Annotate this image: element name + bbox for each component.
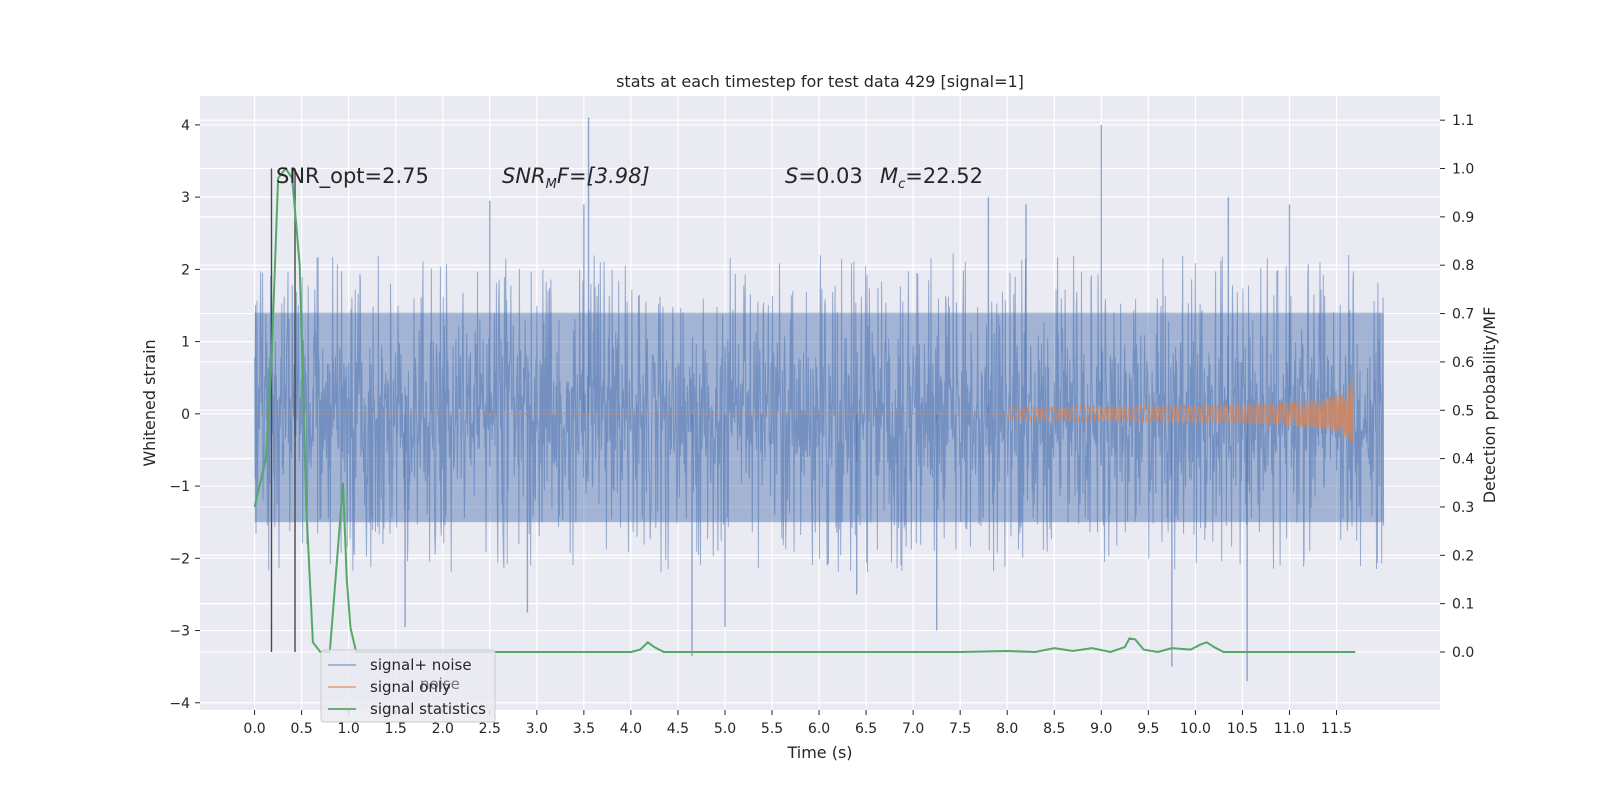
- x-tick-label: 1.5: [385, 721, 407, 737]
- chart-marks: [253, 117, 1385, 682]
- x-tick-label: 1.0: [338, 721, 360, 737]
- x-tick-label: 7.0: [902, 721, 924, 737]
- annotation-s-var: S: [785, 164, 798, 188]
- y-tick-label: −2: [169, 551, 190, 567]
- legend-label-signal-statistics: signal statistics: [370, 700, 486, 718]
- chart-title: stats at each timestep for test data 429…: [616, 72, 1024, 91]
- x-tick-label: 3.5: [573, 721, 595, 737]
- x-tick-label: 11.5: [1321, 721, 1352, 737]
- x-tick-label: 9.0: [1090, 721, 1112, 737]
- x-tick-label: 3.0: [526, 721, 548, 737]
- x-tick-label: 8.0: [996, 721, 1018, 737]
- x-tick-label: 6.5: [855, 721, 877, 737]
- y-tick-label: 3: [181, 190, 190, 206]
- x-tick-label: 5.0: [714, 721, 736, 737]
- x-tick-label: 10.5: [1227, 721, 1258, 737]
- signal-noise-trace: [254, 253, 1385, 573]
- y-tick-label: −4: [169, 696, 190, 712]
- signal-only-trace: [254, 374, 1356, 456]
- y2-tick-label: 0.8: [1452, 258, 1474, 274]
- y2-tick-label: 0.0: [1452, 645, 1474, 661]
- x-tick-label: 0.5: [290, 721, 312, 737]
- y-axis-label: Whitened strain: [140, 339, 159, 466]
- y2-tick-label: 0.7: [1452, 307, 1474, 323]
- y2-tick-label: 0.5: [1452, 403, 1474, 419]
- annotation-snr-mf-sub: M: [546, 177, 557, 192]
- x-tick-label: 4.5: [667, 721, 689, 737]
- signal-statistics-line: [253, 166, 1356, 654]
- annotation-mc: Mc=22.52: [880, 164, 983, 192]
- y-tick-label: 0: [181, 407, 190, 423]
- y2-tick-label: 0.6: [1452, 355, 1474, 371]
- y2-tick-label: 1.1: [1452, 113, 1474, 129]
- annotation-snr-mf: SNRMF=[3.98]: [502, 164, 650, 192]
- x-tick-label: 9.5: [1137, 721, 1159, 737]
- legend-label-signal-noise: signal+ noise: [370, 656, 472, 674]
- x-tick-label: 7.5: [949, 721, 971, 737]
- legend-box: [320, 649, 496, 723]
- x-tick-label: 4.0: [620, 721, 642, 737]
- y-tick-label: 2: [181, 262, 190, 278]
- y2-tick-label: 0.4: [1452, 452, 1474, 468]
- x-tick-label: 2.0: [432, 721, 454, 737]
- legend-label-signal-only: signal only: [370, 678, 451, 696]
- y2-tick-label: 0.9: [1452, 210, 1474, 226]
- annotation-mc-sub: c: [898, 177, 905, 192]
- y2-tick-label: 0.1: [1452, 597, 1474, 613]
- x-tick-label: 6.0: [808, 721, 830, 737]
- annotation-s: S=0.03: [785, 164, 863, 188]
- y2-axis-label: Detection probability/MF: [1480, 307, 1499, 504]
- y-tick-label: 1: [181, 335, 190, 351]
- legend: noise signal+ noise signal only signal s…: [320, 649, 496, 723]
- annotation-s-value: =0.03: [798, 164, 862, 188]
- annotation-mc-var: M: [880, 164, 898, 188]
- y2-tick-label: 1.0: [1452, 162, 1474, 178]
- annotation-snr-opt: SNR_opt=2.75: [276, 164, 429, 189]
- annotation-snr-mf-main: SNR: [502, 164, 546, 188]
- y2-tick-label: 0.2: [1452, 548, 1474, 564]
- x-tick-label: 10.0: [1180, 721, 1211, 737]
- y2-tick-label: 0.3: [1452, 500, 1474, 516]
- axes: 0.0 0.5 1.0 1.5 2.0 2.5 3.0 3.5 4.0 4.5 5.0 5.5 6.0 6…: [169, 113, 1474, 737]
- x-tick-label: 2.5: [479, 721, 501, 737]
- x-tick-label: 11.0: [1274, 721, 1305, 737]
- x-tick-label: 5.5: [761, 721, 783, 737]
- signal-noise-core-band: [254, 312, 1384, 523]
- y-tick-label: 4: [181, 118, 190, 134]
- y-tick-label: −1: [169, 479, 190, 495]
- annotation-snr-mf-rest: F=[3.98]: [557, 164, 650, 188]
- y-tick-label: −3: [169, 624, 190, 640]
- legend-ghost-text: noise: [420, 675, 460, 693]
- x-axis-label: Time (s): [786, 743, 852, 762]
- annotation-mc-value: =22.52: [905, 164, 983, 188]
- x-tick-label: 0.0: [243, 721, 265, 737]
- x-tick-label: 8.5: [1043, 721, 1065, 737]
